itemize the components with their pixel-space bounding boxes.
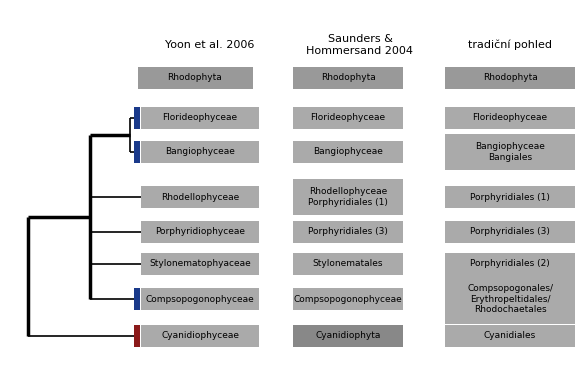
Text: Bangiophyceae: Bangiophyceae [313,148,383,156]
Text: Porphyridiales (1): Porphyridiales (1) [470,192,550,202]
FancyBboxPatch shape [445,253,575,275]
FancyBboxPatch shape [445,221,575,243]
FancyBboxPatch shape [293,67,403,89]
FancyBboxPatch shape [445,274,575,324]
Text: Florideophyceae: Florideophyceae [162,113,237,123]
Text: Porphyridiales (3): Porphyridiales (3) [308,227,388,237]
FancyBboxPatch shape [445,67,575,89]
FancyBboxPatch shape [293,253,403,275]
FancyBboxPatch shape [293,325,403,347]
FancyBboxPatch shape [141,141,259,163]
Text: tradiční pohled: tradiční pohled [468,40,552,50]
Text: Florideophyceae: Florideophyceae [311,113,386,123]
FancyBboxPatch shape [141,107,259,129]
FancyBboxPatch shape [141,288,259,310]
FancyBboxPatch shape [445,186,575,208]
FancyBboxPatch shape [445,325,575,347]
FancyBboxPatch shape [293,141,403,163]
FancyBboxPatch shape [445,134,575,170]
Text: Yoon et al. 2006: Yoon et al. 2006 [165,40,255,50]
Text: Rhodophyta: Rhodophyta [168,74,222,82]
FancyBboxPatch shape [141,325,259,347]
FancyBboxPatch shape [134,325,140,347]
FancyBboxPatch shape [445,107,575,129]
FancyBboxPatch shape [141,253,259,275]
FancyBboxPatch shape [293,107,403,129]
Text: Porphyridiales (3): Porphyridiales (3) [470,227,550,237]
FancyBboxPatch shape [293,179,403,215]
Text: Compsopogonales/
Erythropeltidales/
Rhodochaetales: Compsopogonales/ Erythropeltidales/ Rhod… [467,284,553,314]
FancyBboxPatch shape [293,288,403,310]
Text: Stylonematophyaceae: Stylonematophyaceae [149,259,251,269]
Text: Cyanidiophyta: Cyanidiophyta [315,332,381,340]
Text: Cyanidiales: Cyanidiales [484,332,536,340]
Text: Rhodophyta: Rhodophyta [321,74,376,82]
Text: Rhodellophyceae
Porphyridiales (1): Rhodellophyceae Porphyridiales (1) [308,187,388,207]
Text: Compsopogonophyceae: Compsopogonophyceae [294,294,403,304]
Text: Rhodophyta: Rhodophyta [483,74,537,82]
FancyBboxPatch shape [141,221,259,243]
FancyBboxPatch shape [138,67,253,89]
Text: Compsopogonophyceae: Compsopogonophyceae [146,294,254,304]
Text: Cyanidiophyceae: Cyanidiophyceae [161,332,239,340]
Text: Florideophyceae: Florideophyceae [472,113,547,123]
Text: Saunders &
Hommersand 2004: Saunders & Hommersand 2004 [306,34,414,56]
Text: Rhodellophyceae: Rhodellophyceae [161,192,239,202]
FancyBboxPatch shape [134,141,140,163]
FancyBboxPatch shape [141,186,259,208]
FancyBboxPatch shape [293,221,403,243]
FancyBboxPatch shape [134,107,140,129]
Text: Porphyridiales (2): Porphyridiales (2) [470,259,550,269]
Text: Porphyridiophyceae: Porphyridiophyceae [155,227,245,237]
FancyBboxPatch shape [134,288,140,310]
Text: Stylonematales: Stylonematales [313,259,383,269]
Text: Bangiophyceae: Bangiophyceae [165,148,235,156]
Text: Bangiophyceae
Bangiales: Bangiophyceae Bangiales [475,142,545,162]
